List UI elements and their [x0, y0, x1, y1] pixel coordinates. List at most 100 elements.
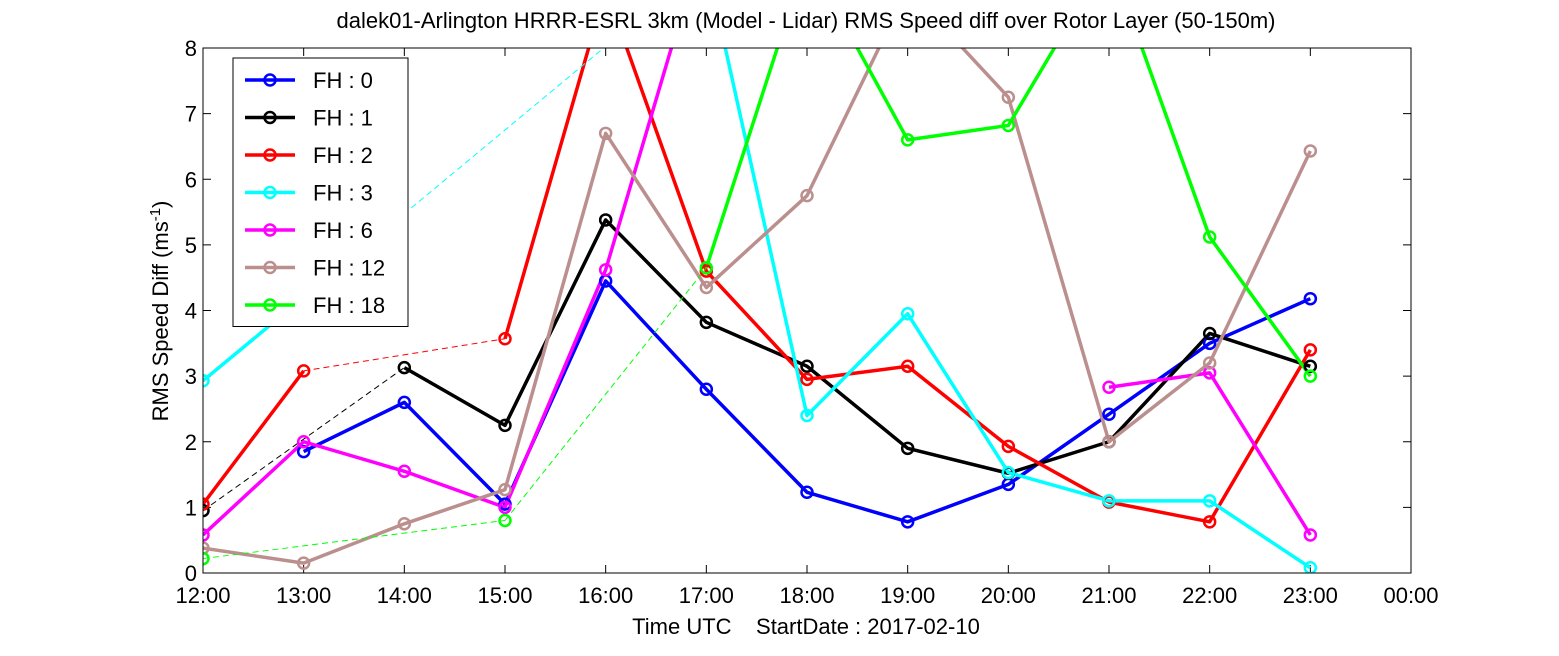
- series-gap-line-fh2: [303, 338, 506, 372]
- y-tick-label: 7: [185, 102, 197, 127]
- data-point-fh6: [598, 263, 613, 277]
- data-point-fh3: [203, 373, 210, 388]
- y-axis-label: RMS Speed Diff (ms-1): [147, 201, 173, 422]
- y-tick-label: 3: [185, 364, 197, 389]
- data-point-fh2: [900, 359, 915, 374]
- series-line-fh2: [503, 48, 1312, 524]
- y-axis-label-end: ): [148, 201, 173, 208]
- data-point-fh0: [699, 382, 714, 396]
- data-point-fh3: [1102, 494, 1116, 508]
- data-point-fh12: [498, 482, 512, 497]
- data-point-fh12: [699, 280, 714, 295]
- x-tick-label: 18:00: [779, 583, 834, 608]
- legend-label: FH : 2: [313, 143, 373, 168]
- data-point-fh1: [800, 359, 814, 374]
- y-tick-label: 8: [185, 36, 197, 61]
- data-point-fh1: [203, 503, 210, 518]
- series-line-fh3: [723, 48, 1312, 570]
- y-axis-label-sup: -1: [147, 208, 164, 221]
- data-point-fh2: [1303, 343, 1318, 357]
- legend-swatch-marker: [263, 110, 277, 125]
- legend-label: FH : 1: [313, 106, 373, 131]
- y-tick-label: 5: [185, 233, 197, 258]
- data-point-fh18: [1202, 230, 1217, 244]
- data-point-fh12: [800, 188, 814, 203]
- data-point-fh2: [498, 331, 512, 346]
- data-point-fh3: [900, 307, 915, 321]
- data-point-fh1: [397, 360, 412, 375]
- data-point-fh18: [1303, 369, 1318, 383]
- data-point-fh3: [1202, 494, 1217, 508]
- data-point-fh6: [203, 528, 210, 542]
- x-tick-label: 21:00: [1081, 583, 1136, 608]
- x-tick-label: 19:00: [880, 583, 935, 608]
- series-line-fh0: [302, 279, 1312, 524]
- y-axis-label-main: RMS Speed Diff (ms: [148, 221, 173, 421]
- legend-swatch-marker: [263, 185, 277, 200]
- series-gap-line-fh1: [203, 367, 405, 512]
- x-tick-label: 15:00: [477, 583, 532, 608]
- legend-swatch-marker: [263, 148, 277, 162]
- legend-swatch-marker: [263, 73, 277, 87]
- data-point-fh18: [498, 513, 512, 528]
- x-tick-label: 14:00: [377, 583, 432, 608]
- x-tick-label: 13:00: [276, 583, 331, 608]
- x-tick-label: 16:00: [578, 583, 633, 608]
- data-point-fh18: [699, 261, 714, 275]
- data-point-fh6: [1102, 380, 1116, 395]
- data-point-fh2: [1202, 515, 1217, 529]
- data-point-fh1: [598, 213, 613, 227]
- legend-label: FH : 18: [313, 293, 385, 318]
- data-point-fh1: [900, 441, 915, 456]
- series-gap-line-fh3: [303, 48, 605, 298]
- y-tick-label: 4: [185, 299, 197, 324]
- chart-title: dalek01-Arlington HRRR-ESRL 3km (Model -…: [336, 8, 1275, 33]
- y-tick-label: 0: [185, 561, 197, 586]
- x-tick-label: 00:00: [1383, 583, 1438, 608]
- data-point-fh12: [203, 541, 210, 555]
- data-point-fh6: [397, 464, 412, 479]
- series-line-fh18: [704, 48, 1312, 378]
- data-point-fh2: [296, 364, 311, 378]
- data-point-fh2: [203, 497, 210, 511]
- y-tick-label: 1: [185, 495, 197, 520]
- data-point-fh18: [900, 133, 915, 147]
- data-point-fh0: [1102, 407, 1116, 421]
- data-point-fh1: [498, 418, 512, 433]
- data-point-fh12: [296, 556, 311, 570]
- series-line-fh2: [203, 369, 306, 506]
- legend-label: FH : 6: [313, 218, 373, 243]
- legend-label: FH : 12: [313, 256, 385, 281]
- data-point-fh6: [296, 435, 311, 449]
- data-point-fh1: [699, 315, 714, 330]
- data-point-fh12: [397, 517, 412, 531]
- data-point-fh12: [1102, 435, 1116, 449]
- legend-swatch-marker: [263, 223, 277, 237]
- data-point-fh3: [1001, 465, 1016, 480]
- data-point-fh3: [1303, 561, 1318, 573]
- data-point-fh0: [397, 395, 412, 410]
- x-axis-label: Time UTC StartDate : 2017-02-10: [632, 614, 980, 639]
- data-point-fh6: [498, 500, 512, 515]
- data-point-fh0: [900, 515, 915, 529]
- data-point-fh0: [1303, 291, 1318, 306]
- series-line-fh6: [1108, 371, 1312, 536]
- legend: FH : 0 FH : 1 FH : 2 FH : 3 FH : 6 FH : 12 FH …: [232, 57, 409, 327]
- data-point-fh3: [800, 408, 814, 423]
- y-tick-label: 2: [185, 430, 197, 455]
- x-tick-label: 12:00: [175, 583, 230, 608]
- x-tick-label: 22:00: [1182, 583, 1237, 608]
- data-point-fh1: [1202, 326, 1217, 341]
- data-point-fh18: [1001, 118, 1016, 133]
- legend-label: FH : 0: [313, 68, 373, 93]
- data-point-fh2: [1001, 439, 1016, 454]
- data-point-fh12: [1303, 144, 1318, 158]
- legend-swatch-marker: [263, 260, 277, 275]
- x-tick-label: 20:00: [981, 583, 1036, 608]
- x-tick-label: 23:00: [1283, 583, 1338, 608]
- series-line-fh6: [203, 48, 674, 537]
- legend-swatch-marker: [263, 298, 277, 312]
- legend-label: FH : 3: [313, 181, 373, 206]
- data-point-fh6: [1303, 528, 1318, 542]
